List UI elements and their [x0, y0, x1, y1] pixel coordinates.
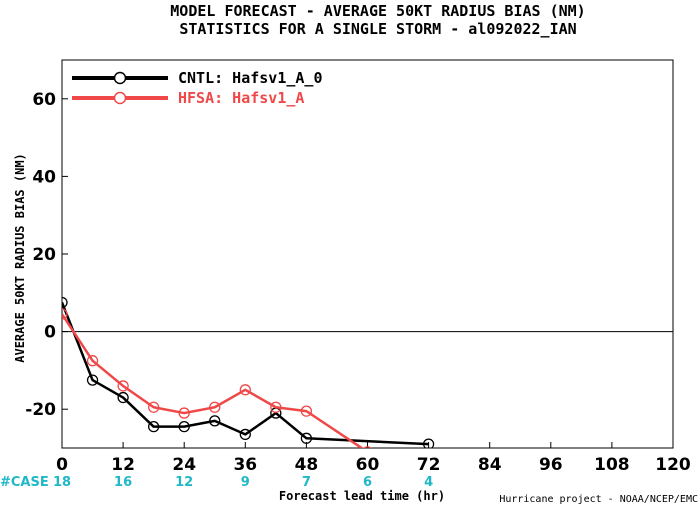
y-tick-label: 0: [44, 323, 56, 343]
y-axis-label: AVERAGE 50KT RADIUS BIAS (NM): [13, 153, 27, 363]
data-point: [117, 380, 129, 392]
case-count: 7: [302, 475, 311, 490]
x-ticks: 0 12 24 36 48 60 72 84 96 108 120: [56, 442, 691, 475]
data-point: [86, 374, 99, 386]
case-count: 18: [53, 475, 71, 490]
case-count: 12: [175, 475, 193, 490]
data-point: [300, 405, 313, 417]
data-point: [178, 421, 190, 433]
case-count: 6: [363, 475, 372, 490]
case-count: 4: [424, 475, 433, 490]
data-point: [147, 421, 160, 433]
data-point: [239, 428, 251, 441]
case-counts: 18 16 12 9 7 6 4: [53, 475, 433, 490]
x-tick-label: 60: [356, 455, 380, 475]
data-point: [178, 407, 190, 419]
x-tick-label: 120: [655, 455, 691, 475]
data-point: [86, 355, 99, 367]
chart-subtitle: STATISTICS FOR A SINGLE STORM - al092022…: [179, 20, 576, 38]
legend: CNTL: Hafsv1_A_0 HFSA: Hafsv1_A: [72, 69, 323, 107]
data-point: [239, 384, 251, 396]
x-tick-label: 24: [172, 455, 196, 475]
legend-entry: HFSA: Hafsv1_A: [178, 89, 304, 107]
y-tick-label: 60: [32, 90, 56, 110]
data-point: [117, 391, 129, 404]
x-tick-label: 36: [233, 455, 257, 475]
legend-marker: [113, 71, 127, 85]
data-point: [300, 432, 313, 444]
x-axis-label: Forecast lead time (hr): [279, 489, 445, 503]
case-count: 16: [114, 475, 132, 490]
x-tick-label: 72: [417, 455, 441, 475]
chart-title: MODEL FORECAST - AVERAGE 50KT RADIUS BIA…: [170, 2, 585, 20]
series-line-2: [62, 313, 364, 448]
x-tick-label: 48: [295, 455, 319, 475]
x-tick-label: 96: [539, 455, 563, 475]
case-label: #CASE: [0, 475, 49, 490]
data-point: [363, 446, 372, 448]
series-line-1: [62, 302, 429, 446]
x-tick-label: 12: [111, 455, 135, 475]
y-tick-label: 20: [32, 245, 56, 265]
data-point: [147, 401, 160, 413]
data-point: [270, 401, 282, 413]
case-count: 9: [241, 475, 250, 490]
credit-text: Hurricane project - NOAA/NCEP/EMC: [499, 494, 698, 505]
data-point: [62, 296, 68, 309]
data-point: [209, 401, 221, 413]
y-tick-label: 40: [32, 167, 56, 187]
data-point: [422, 438, 435, 448]
x-tick-label: 108: [594, 455, 630, 475]
plot-frame: [61, 59, 674, 449]
data-point: [209, 415, 221, 427]
data-point: [62, 308, 68, 320]
legend-entry: CNTL: Hafsv1_A_0: [178, 69, 323, 87]
x-tick-label: 0: [56, 455, 68, 475]
y-tick-label: -20: [25, 400, 56, 420]
y-ticks: -20 0 20 40 60: [25, 90, 68, 420]
legend-marker: [113, 91, 127, 105]
series-layer: [62, 296, 435, 448]
x-tick-label: 84: [478, 455, 502, 475]
